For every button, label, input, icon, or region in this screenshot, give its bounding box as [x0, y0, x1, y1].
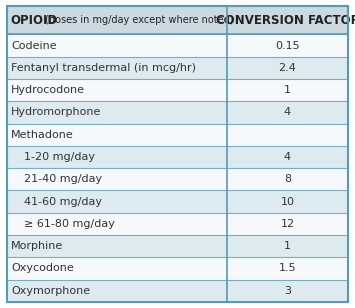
Bar [7, 213, 348, 235]
Text: Codeine: Codeine [11, 41, 57, 51]
Bar [7, 57, 348, 79]
Bar [7, 257, 348, 280]
Bar [7, 124, 348, 146]
Bar [7, 190, 348, 213]
Text: 41-60 mg/day: 41-60 mg/day [24, 197, 102, 207]
Text: Morphine: Morphine [11, 241, 64, 251]
Text: 4: 4 [284, 107, 291, 117]
Text: 21-40 mg/day: 21-40 mg/day [24, 174, 102, 184]
Text: OPIOID: OPIOID [11, 14, 58, 27]
Text: Hydrocodone: Hydrocodone [11, 85, 85, 95]
Text: OPIOID: OPIOID [11, 14, 58, 27]
Text: 1-20 mg/day: 1-20 mg/day [24, 152, 95, 162]
Text: Oxymorphone: Oxymorphone [11, 286, 91, 296]
Text: CONVERSION FACTOR: CONVERSION FACTOR [215, 14, 355, 27]
Text: (doses in mg/day except where noted): (doses in mg/day except where noted) [42, 15, 233, 25]
Bar [7, 280, 348, 302]
Text: 12: 12 [280, 219, 294, 229]
Text: Methadone: Methadone [11, 130, 74, 140]
Text: Hydromorphone: Hydromorphone [11, 107, 102, 117]
Text: Oxycodone: Oxycodone [11, 263, 74, 274]
Text: 1: 1 [284, 85, 291, 95]
Bar [7, 6, 348, 34]
Bar [7, 79, 348, 101]
Text: 0.15: 0.15 [275, 41, 300, 51]
Bar [7, 235, 348, 257]
Text: 1: 1 [284, 241, 291, 251]
Bar [7, 146, 348, 168]
Text: 10: 10 [280, 197, 294, 207]
Bar [7, 168, 348, 190]
Text: 1.5: 1.5 [279, 263, 296, 274]
Text: 2.4: 2.4 [278, 63, 296, 73]
Bar [7, 34, 348, 57]
Text: 4: 4 [284, 152, 291, 162]
Text: Fentanyl transdermal (in mcg/hr): Fentanyl transdermal (in mcg/hr) [11, 63, 196, 73]
Text: 3: 3 [284, 286, 291, 296]
Text: 8: 8 [284, 174, 291, 184]
Bar [7, 101, 348, 124]
Text: ≥ 61-80 mg/day: ≥ 61-80 mg/day [24, 219, 115, 229]
